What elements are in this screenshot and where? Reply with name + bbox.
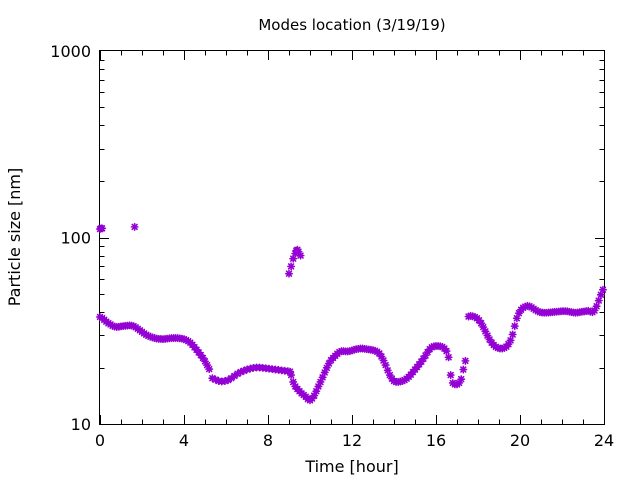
data-point — [284, 269, 294, 278]
data-point — [594, 296, 603, 305]
x-tick-label: 24 — [594, 431, 614, 450]
data-point — [598, 285, 607, 294]
data-point — [446, 371, 455, 380]
x-axis-label: Time [hour] — [304, 457, 398, 476]
data-point — [98, 224, 107, 233]
data-point — [506, 336, 515, 345]
data-point — [442, 347, 451, 356]
data-point — [461, 356, 470, 365]
x-tick-label: 12 — [342, 431, 362, 450]
data-point — [296, 251, 305, 260]
data-point — [592, 302, 601, 311]
data-point — [457, 375, 466, 384]
x-tick-label: 8 — [263, 431, 273, 450]
data-point — [205, 365, 214, 374]
data-point — [508, 330, 517, 339]
y-tick-label: 10 — [71, 415, 91, 434]
data-point — [236, 368, 245, 377]
data-point — [130, 222, 139, 231]
tick-labels: 0 4 8 12 16 20 24 10 100 1000 — [50, 42, 614, 450]
x-tick-label: 16 — [426, 431, 446, 450]
data-point — [510, 322, 519, 331]
x-tick-label: 4 — [179, 431, 189, 450]
data-points — [96, 222, 607, 405]
x-tick-label: 0 — [95, 431, 105, 450]
plot-frame — [99, 50, 605, 425]
data-point — [444, 353, 453, 362]
data-point — [287, 262, 296, 271]
axis-ticks — [100, 51, 605, 425]
x-tick-label: 20 — [510, 431, 530, 450]
data-point — [287, 371, 296, 380]
data-point — [459, 365, 468, 374]
chart-title: Modes location (3/19/19) — [258, 16, 445, 34]
y-axis-label: Particle size [nm] — [5, 168, 24, 307]
y-tick-label: 100 — [60, 229, 91, 248]
y-tick-label: 1000 — [50, 42, 91, 61]
